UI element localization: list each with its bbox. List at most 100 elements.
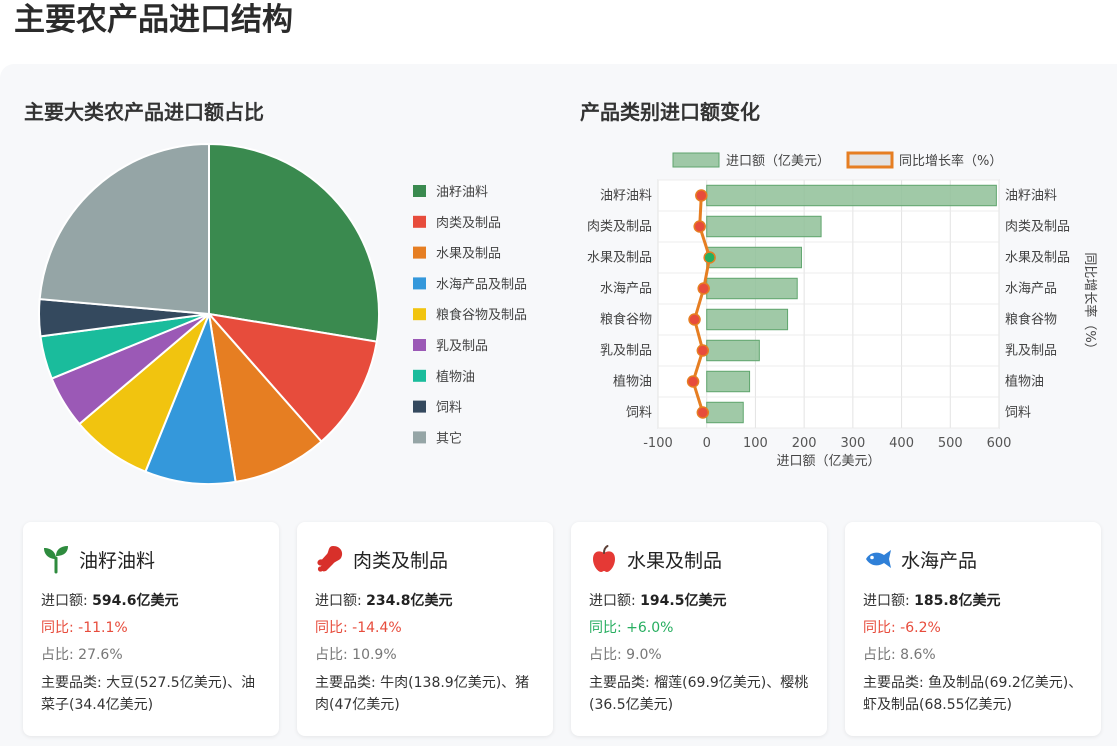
card-share: 占比: 9.0% — [589, 647, 662, 663]
legend-swatch — [413, 185, 426, 197]
y-tick-label-right: 植物油 — [1005, 375, 1044, 390]
card-amount: 进口额: 234.8亿美元 — [315, 593, 453, 609]
legend-label: 同比增长率（%） — [899, 153, 1002, 169]
pie-slice — [206, 312, 378, 443]
card-yoy: 同比: -11.1% — [41, 620, 128, 636]
card-yoy: 同比: +6.0% — [589, 620, 674, 636]
card-title: 水海产品 — [901, 549, 978, 572]
pie-slice — [208, 142, 380, 343]
meat-icon — [317, 546, 343, 572]
card-amount: 进口额: 185.8亿美元 — [863, 593, 1001, 609]
y-tick-label-right: 水海产品 — [1005, 282, 1057, 297]
legend-swatch — [413, 400, 426, 413]
legend-label: 乳及制品 — [436, 339, 488, 354]
card-title: 水果及制品 — [627, 549, 723, 572]
legend-label: 粮食谷物及制品 — [436, 307, 527, 323]
y-tick-label: 水海产品 — [600, 282, 652, 297]
x-tick-label: 100 — [743, 436, 768, 451]
legend-label: 进口额（亿美元） — [726, 154, 830, 169]
legend-label: 油籽油料 — [436, 185, 488, 200]
bar — [706, 308, 789, 331]
bar — [706, 401, 744, 424]
y-tick-label: 油籽油料 — [600, 189, 652, 204]
growth-point — [695, 189, 708, 202]
y-tick-label: 水果及制品 — [587, 251, 652, 266]
card-main-items: 主要品类: 鱼及制品(69.2亿美元)、虾及制品(68.55亿美元) — [863, 675, 1083, 713]
bar — [706, 339, 760, 362]
legend-swatch — [413, 277, 426, 290]
page-title: 主要农产品进口结构 — [14, 2, 293, 38]
y-tick-label: 乳及制品 — [600, 344, 652, 359]
bar — [706, 277, 798, 300]
y-tick-label: 肉类及制品 — [587, 220, 652, 235]
card-aquatic: 水海产品 进口额: 185.8亿美元 同比: -6.2% 占比: 8.6% 主要… — [845, 522, 1101, 736]
growth-point — [703, 251, 716, 264]
legend-swatch — [413, 369, 426, 382]
legend-label: 肉类及制品 — [436, 216, 501, 231]
growth-point — [696, 406, 710, 419]
x-tick-label: 500 — [938, 436, 963, 451]
card-yoy: 同比: -6.2% — [863, 620, 941, 636]
legend-label: 其它 — [436, 430, 462, 446]
y-tick-label-right: 油籽油料 — [1005, 189, 1057, 204]
legend-label: 水海产品及制品 — [436, 277, 527, 292]
growth-point — [693, 220, 706, 233]
bar-section-title: 产品类别进口额变化 — [580, 100, 760, 124]
card-amount: 进口额: 594.6亿美元 — [41, 593, 179, 609]
legend-swatch-line — [846, 151, 894, 169]
x-tick-label: 400 — [889, 436, 914, 451]
card-title: 肉类及制品 — [353, 549, 449, 572]
x-tick-label: 0 — [703, 436, 711, 451]
card-main-items: 主要品类: 牛肉(138.9亿美元)、猪肉(47亿美元) — [315, 675, 530, 713]
x-tick-label: 200 — [792, 436, 817, 451]
pie-slice — [38, 142, 210, 316]
bar — [706, 184, 997, 207]
legend-label: 水果及制品 — [436, 247, 501, 262]
card-amount: 进口额: 194.5亿美元 — [589, 593, 727, 609]
bar — [706, 215, 822, 238]
legend-swatch — [413, 339, 426, 351]
card-title: 油籽油料 — [79, 549, 156, 572]
card-main-items: 主要品类: 榴莲(69.9亿美元)、樱桃(36.5亿美元) — [589, 675, 809, 713]
card-main-items: 主要品类: 大豆(527.5亿美元)、油菜子(34.4亿美元) — [41, 675, 256, 713]
pie-section-title: 主要大类农产品进口额占比 — [24, 100, 264, 124]
legend-swatch — [413, 215, 426, 228]
bar — [706, 370, 751, 393]
legend-swatch — [413, 246, 426, 259]
apple-icon — [593, 545, 615, 572]
pie-slice — [144, 310, 237, 485]
growth-point — [688, 313, 701, 326]
legend-swatch — [413, 431, 426, 444]
x-tick-label: 600 — [987, 436, 1012, 451]
y-tick-label: 植物油 — [613, 375, 652, 390]
x-tick-label: 300 — [840, 436, 865, 451]
pie-slice — [207, 310, 323, 484]
y-tick-label: 粮食谷物 — [600, 312, 652, 328]
fish-icon — [866, 550, 891, 568]
legend-swatch-bars — [672, 152, 720, 168]
card-share: 占比: 8.6% — [863, 647, 936, 663]
x-axis-title: 进口额（亿美元） — [776, 454, 880, 469]
card-share: 占比: 10.9% — [315, 647, 397, 663]
growth-point — [697, 282, 710, 295]
card-oilseeds: 油籽油料 进口额: 594.6亿美元 同比: -11.1% 占比: 27.6% … — [23, 522, 279, 736]
y-tick-label-right: 肉类及制品 — [1005, 220, 1070, 235]
x-tick-label: -100 — [643, 436, 673, 451]
y-tick-label: 饲料 — [626, 406, 652, 421]
legend-label: 植物油 — [436, 370, 475, 385]
legend-label: 饲料 — [436, 401, 462, 416]
card-fruit: 水果及制品 进口额: 194.5亿美元 同比: +6.0% 占比: 9.0% 主… — [571, 522, 827, 736]
card-meat: 肉类及制品 进口额: 234.8亿美元 同比: -14.4% 占比: 10.9%… — [297, 522, 553, 736]
card-yoy: 同比: -14.4% — [315, 620, 402, 636]
growth-point — [696, 344, 710, 357]
y-tick-label-right: 饲料 — [1005, 406, 1031, 421]
legend-swatch — [413, 308, 426, 321]
bar — [706, 246, 802, 269]
card-share: 占比: 27.6% — [41, 647, 123, 663]
right-axis-title: 同比增长率（%） — [1082, 252, 1098, 355]
y-tick-label-right: 乳及制品 — [1005, 344, 1057, 359]
sprout-icon — [44, 546, 68, 574]
y-tick-label-right: 水果及制品 — [1005, 251, 1070, 266]
